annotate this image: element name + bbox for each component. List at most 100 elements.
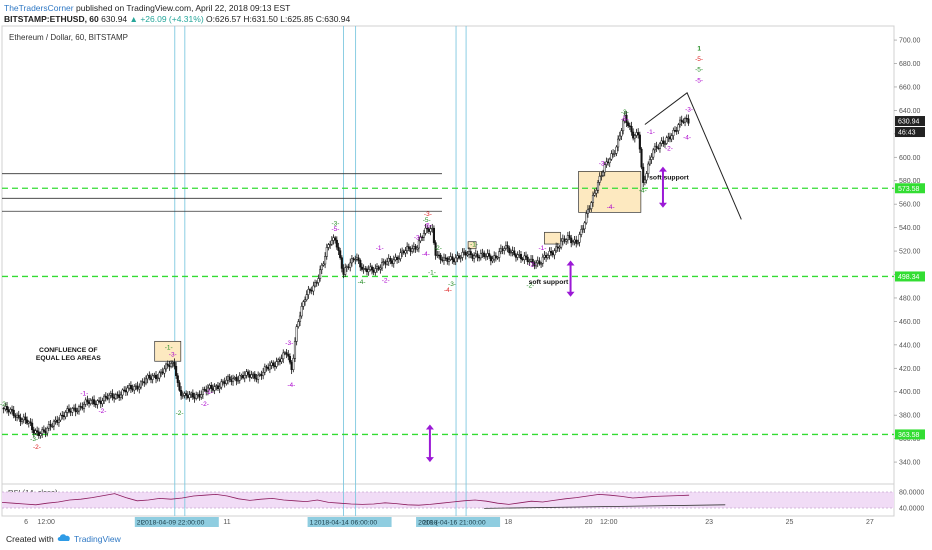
candle-body <box>407 246 410 249</box>
candle-body <box>633 135 636 139</box>
change-up-icon: ▲ <box>129 14 138 24</box>
wave-count-label: -5- <box>695 56 703 63</box>
candle-body <box>386 261 389 265</box>
candle-body <box>523 255 526 261</box>
candle-body <box>5 406 9 410</box>
wave-count-label: -5- <box>695 77 703 84</box>
cursor-time-prefix: 2I <box>137 520 143 527</box>
wave-count-label: -5- <box>695 67 703 74</box>
candle-body <box>457 255 461 259</box>
candle-body <box>601 171 605 176</box>
candle-body <box>86 399 89 403</box>
candle-body <box>59 414 62 421</box>
candle-body <box>483 252 486 257</box>
time-tick-label: 20 <box>585 519 593 526</box>
candle-body <box>310 290 313 292</box>
time-tick-label: 27 <box>866 519 874 526</box>
candle-body <box>245 371 248 376</box>
candle-body <box>295 326 298 342</box>
candle-body <box>339 250 342 258</box>
candle-body <box>662 140 665 144</box>
candle-body <box>19 417 22 422</box>
candle-body <box>638 134 641 150</box>
price-tick-label: 680.00 <box>899 61 921 68</box>
candle-body <box>327 244 330 248</box>
candle-body <box>397 258 400 260</box>
wave-count-label: -4- <box>607 204 615 211</box>
wave-count-label: -3- <box>414 234 422 241</box>
candle-body <box>531 258 534 263</box>
candle-body <box>67 408 71 412</box>
wave-count-label: -1- <box>647 129 655 136</box>
candle-body <box>446 257 449 262</box>
candle-body <box>166 363 169 366</box>
candle-body <box>528 260 531 263</box>
candle-body <box>218 386 221 390</box>
candle-body <box>252 373 255 376</box>
candle-body <box>473 255 476 259</box>
candle-body <box>201 389 204 395</box>
candle-body <box>134 385 137 387</box>
candle-body <box>330 240 333 245</box>
candle-body <box>516 254 519 258</box>
author-link[interactable]: TheTradersCorner <box>4 3 74 13</box>
candle-body <box>47 424 50 429</box>
candle-body <box>451 256 454 260</box>
candle-body <box>456 255 459 259</box>
candle-body <box>524 255 528 258</box>
equal-leg-box <box>467 241 477 250</box>
annotation-text: CONFLUENCE OF <box>39 347 98 354</box>
price-tick-label: 700.00 <box>899 38 921 45</box>
candle-body <box>643 179 646 183</box>
arrow-down-head <box>566 291 575 297</box>
candle-body <box>118 394 121 398</box>
candle-body <box>685 117 688 120</box>
candle-body <box>540 263 543 265</box>
candle-body <box>382 261 385 263</box>
candle-body <box>575 239 578 244</box>
candle-body <box>260 373 263 377</box>
price-tick-label: 560.00 <box>899 202 921 209</box>
candle-body <box>568 235 571 239</box>
price-tick-label: 400.00 <box>899 389 921 396</box>
candle-body <box>406 246 409 251</box>
candle-body <box>230 379 233 383</box>
wave-count-label: -5- <box>423 217 431 224</box>
candle-body <box>628 125 631 127</box>
candle-body <box>402 250 405 254</box>
candle-body <box>344 267 347 275</box>
candle-body <box>387 258 390 263</box>
created-with-text: Created with <box>6 534 54 544</box>
candle-body <box>519 254 523 260</box>
candle-body <box>9 409 12 413</box>
cursor-time-tag <box>307 517 392 527</box>
price-tick-label: 360.00 <box>899 436 921 443</box>
candle-body <box>580 229 583 235</box>
candle-body <box>396 257 399 260</box>
wave-count-label: -3- <box>332 220 340 227</box>
candle-body <box>608 158 611 164</box>
candle-body <box>41 429 44 434</box>
candle-body <box>285 352 288 355</box>
price-chart[interactable]: Ethereum / Dollar, 60, BITSTAMP RSI (14,… <box>0 0 932 528</box>
candle-body <box>170 363 173 368</box>
wave-count-label: -4- <box>358 279 366 286</box>
candle-body <box>265 366 268 368</box>
wave-count-label: -3- <box>448 281 456 288</box>
candle-body <box>2 407 5 410</box>
candle-body <box>228 376 231 380</box>
candle-body <box>248 374 251 378</box>
candle-body <box>401 250 404 254</box>
candle-body <box>57 419 60 423</box>
candle-body <box>282 352 285 360</box>
candle-body <box>29 421 32 424</box>
tradingview-brand[interactable]: TradingView <box>74 534 121 544</box>
candle-body <box>319 269 322 279</box>
candle-body <box>64 412 67 418</box>
candle-body <box>409 248 412 252</box>
candle-body <box>501 248 504 251</box>
candle-body <box>275 361 278 367</box>
candle-body <box>292 358 295 370</box>
last-price-tag-text: 630.94 <box>898 119 920 126</box>
time-tick-label: 12:00 <box>600 519 618 526</box>
